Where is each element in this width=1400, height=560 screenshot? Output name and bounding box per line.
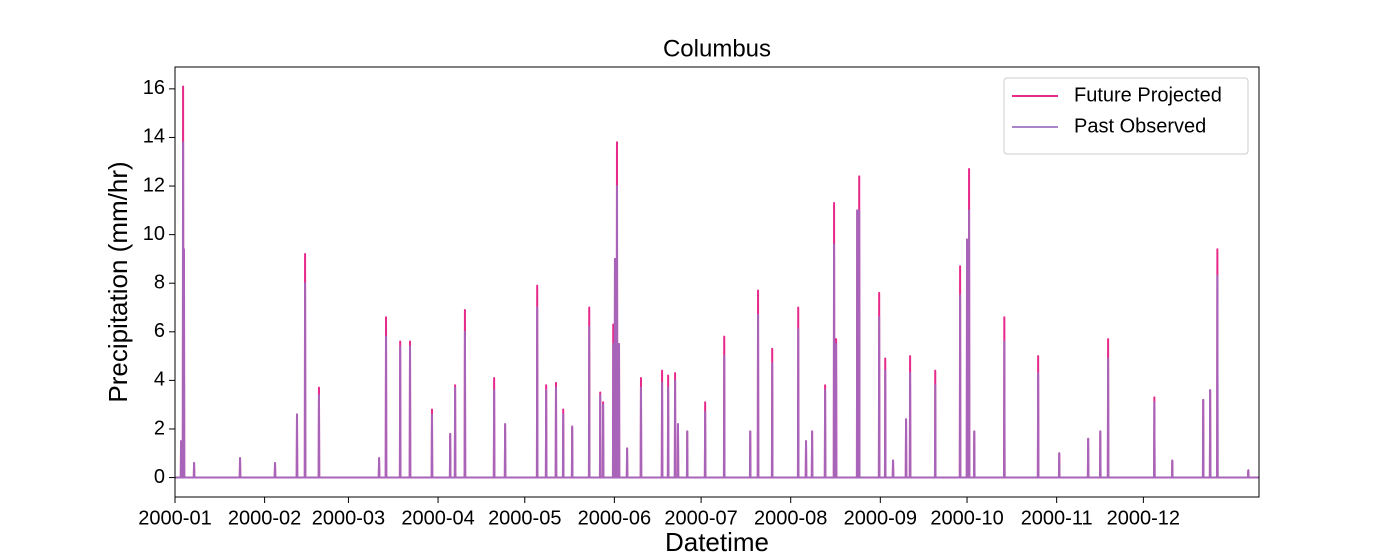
x-tick-label: 2000-11	[1021, 507, 1093, 529]
x-tick-label: 2000-12	[1107, 507, 1180, 529]
y-tick-label: 0	[154, 466, 165, 488]
y-tick-label: 6	[154, 320, 165, 342]
x-tick-label: 2000-03	[312, 507, 385, 529]
legend: Future Projected Past Observed	[1003, 77, 1249, 155]
x-tick-label: 2000-05	[488, 507, 561, 529]
x-tick-label: 2000-04	[401, 507, 474, 529]
y-tick-label: 8	[154, 271, 165, 293]
x-axis-title: Datetime	[665, 527, 769, 557]
y-tick-label: 16	[143, 77, 165, 99]
plot-area	[175, 85, 1259, 479]
x-tick-label: 2000-10	[930, 507, 1003, 529]
y-axis-title: Precipitation (mm/hr)	[103, 161, 133, 402]
x-tick-label: 2000-08	[754, 507, 827, 529]
x-tick-label: 2000-09	[844, 507, 917, 529]
x-tick-label: 2000-07	[664, 507, 737, 529]
legend-label: Past Observed	[1074, 115, 1206, 137]
y-tick-label: 10	[143, 223, 165, 245]
legend-label: Future Projected	[1074, 84, 1222, 106]
y-tick-label: 2	[154, 417, 165, 439]
chart-title: Columbus	[663, 35, 771, 62]
y-tick-label: 14	[143, 126, 165, 148]
axes-frame	[174, 66, 1260, 498]
x-tick-label: 2000-06	[578, 507, 651, 529]
legend-box	[1003, 77, 1249, 155]
x-tick-label: 2000-02	[228, 507, 301, 529]
x-tick-label: 2000-01	[138, 507, 211, 529]
series-line	[175, 141, 1259, 479]
y-tick-label: 4	[154, 369, 165, 391]
y-tick-label: 12	[143, 174, 165, 196]
